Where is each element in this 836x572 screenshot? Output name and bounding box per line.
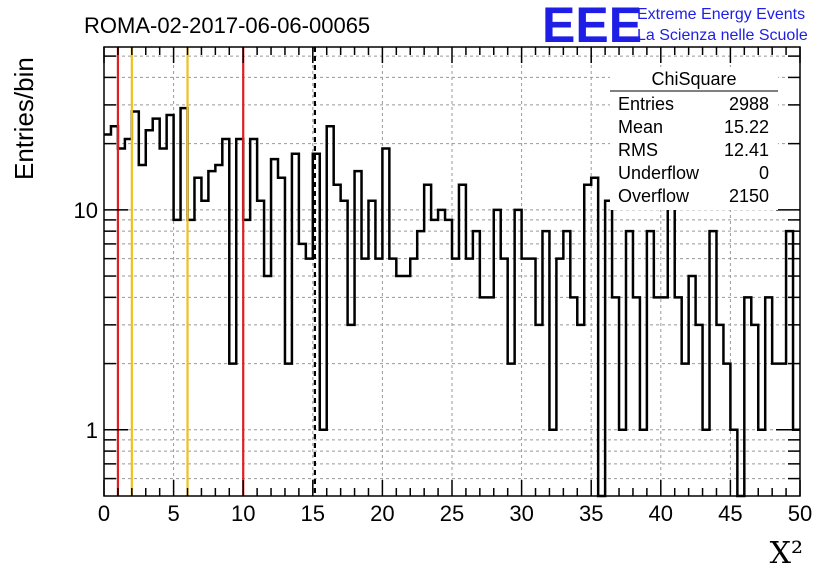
y-tick-label: 1: [86, 418, 98, 443]
axis-ticks: [103, 47, 801, 496]
eee-logo-line1: Extreme Energy Events: [637, 6, 805, 23]
stats-row-value: 15.22: [724, 117, 769, 137]
x-tick-labels: 0 5 10 15 20 25 30 35 40 45 50: [98, 501, 812, 526]
stats-row-label: Underflow: [618, 163, 700, 183]
y-axis-label: Entries/bin: [9, 57, 39, 180]
x-tick-label: 10: [231, 501, 255, 526]
x-tick-label: 45: [718, 501, 742, 526]
x-tick-label: 15: [301, 501, 325, 526]
x-tick-label: 50: [788, 501, 812, 526]
stats-row-value: 2150: [729, 186, 769, 206]
eee-logo-line2: La Scienza nelle Scuole: [637, 27, 808, 44]
x-tick-label: 0: [98, 501, 110, 526]
eee-logo-mark: EEE: [542, 0, 642, 53]
stats-row-label: RMS: [618, 140, 658, 160]
x-tick-label: 40: [649, 501, 673, 526]
x-tick-label: 25: [440, 501, 464, 526]
x-axis-label: X²: [770, 536, 803, 571]
stats-row-label: Entries: [618, 94, 674, 114]
stats-row-value: 12.41: [724, 140, 769, 160]
x-tick-label: 30: [509, 501, 533, 526]
y-tick-label: 10: [74, 198, 98, 223]
y-tick-labels: 1 10: [74, 198, 98, 443]
x-tick-label: 35: [579, 501, 603, 526]
x-tick-label: 5: [167, 501, 179, 526]
vertical-marker-lines: [116, 47, 316, 496]
stats-row-label: Overflow: [618, 186, 690, 206]
stats-row-label: Mean: [618, 117, 663, 137]
stats-row-value: 0: [759, 163, 769, 183]
chart-title: ROMA-02-2017-06-06-00065: [84, 13, 370, 38]
stats-box-title: ChiSquare: [651, 69, 736, 89]
eee-logo: EEE Extreme Energy Events La Scienza nel…: [542, 0, 808, 53]
histogram-series: [104, 106, 800, 498]
stats-box: ChiSquare Entries 2988 Mean 15.22 RMS 12.41 Un…: [610, 67, 778, 210]
stats-row-value: 2988: [729, 94, 769, 114]
x-tick-label: 20: [370, 501, 394, 526]
histogram-line: [104, 106, 800, 498]
